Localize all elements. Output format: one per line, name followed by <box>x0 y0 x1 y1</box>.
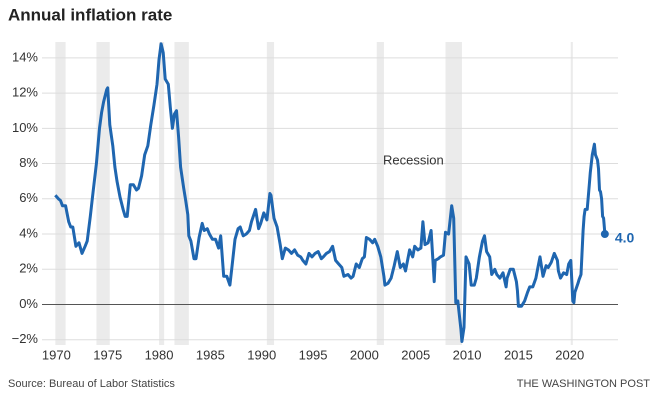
recession-band <box>174 42 189 345</box>
credit: THE WASHINGTON POST <box>517 378 651 390</box>
y-tick-label: 12% <box>12 85 38 100</box>
y-tick-label: 6% <box>19 190 38 205</box>
y-tick-label: 0% <box>19 296 38 311</box>
y-tick-label: 10% <box>12 120 38 135</box>
recession-band <box>445 42 462 345</box>
end-dot <box>600 230 609 239</box>
x-tick-label: 2020 <box>555 347 584 362</box>
source: Source: Bureau of Labor Statistics <box>8 378 175 390</box>
x-tick-label: 1980 <box>145 347 174 362</box>
y-tick-label: 2% <box>19 261 38 276</box>
x-tick-label: 2010 <box>453 347 482 362</box>
y-tick-label: 8% <box>19 155 38 170</box>
x-tick-label: 2015 <box>504 347 533 362</box>
x-tick-label: 1990 <box>247 347 276 362</box>
recession-band <box>570 42 573 345</box>
x-tick-label: 1985 <box>196 347 225 362</box>
x-tick-label: 1970 <box>42 347 71 362</box>
x-tick-label: 2005 <box>401 347 430 362</box>
x-tick-label: 1975 <box>93 347 122 362</box>
end-label: 4.0 <box>615 230 635 246</box>
x-tick-label: 2000 <box>350 347 379 362</box>
y-tick-label: −2% <box>12 331 39 346</box>
x-tick-label: 1995 <box>299 347 328 362</box>
chart-title: Annual inflation rate <box>8 5 172 24</box>
recession-band <box>159 42 165 345</box>
inflation-line <box>54 42 607 343</box>
recession-band <box>376 42 384 345</box>
recession-band <box>55 42 66 345</box>
recession-label: Recession <box>383 152 444 167</box>
y-tick-label: 14% <box>12 49 38 64</box>
y-tick-label: 4% <box>19 225 38 240</box>
